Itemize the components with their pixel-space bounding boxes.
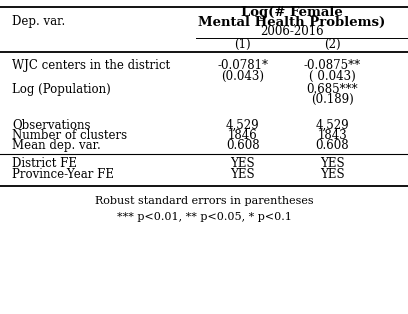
Text: 1846: 1846 [228,129,257,142]
Text: 0.608: 0.608 [316,139,349,152]
Text: Number of clusters: Number of clusters [12,129,127,142]
Text: District FE: District FE [12,157,77,171]
Text: (0.189): (0.189) [311,93,354,106]
Text: -0.0875**: -0.0875** [304,59,361,73]
Text: 4,529: 4,529 [316,119,349,132]
Text: Mean dep. var.: Mean dep. var. [12,139,101,152]
Text: YES: YES [231,168,255,181]
Text: *** p<0.01, ** p<0.05, * p<0.1: *** p<0.01, ** p<0.05, * p<0.1 [117,212,291,222]
Text: 4,529: 4,529 [226,119,259,132]
Text: (2): (2) [324,38,341,51]
Text: -0.0781*: -0.0781* [217,59,268,73]
Text: Mental Health Problems): Mental Health Problems) [198,15,385,29]
Text: 2006-2016: 2006-2016 [260,25,324,38]
Text: (1): (1) [235,38,251,51]
Text: Log(# Female: Log(# Female [241,6,343,19]
Text: Log (Population): Log (Population) [12,83,111,96]
Text: 1843: 1843 [318,129,347,142]
Text: Robust standard errors in parentheses: Robust standard errors in parentheses [95,196,313,206]
Text: ( 0.043): ( 0.043) [309,70,356,83]
Text: 0.608: 0.608 [226,139,259,152]
Text: Dep. var.: Dep. var. [12,15,66,29]
Text: YES: YES [320,157,345,171]
Text: YES: YES [320,168,345,181]
Text: Province-Year FE: Province-Year FE [12,168,114,181]
Text: YES: YES [231,157,255,171]
Text: (0.043): (0.043) [221,70,264,83]
Text: Observations: Observations [12,119,91,132]
Text: 0.685***: 0.685*** [307,83,358,96]
Text: WJC centers in the district: WJC centers in the district [12,59,171,73]
